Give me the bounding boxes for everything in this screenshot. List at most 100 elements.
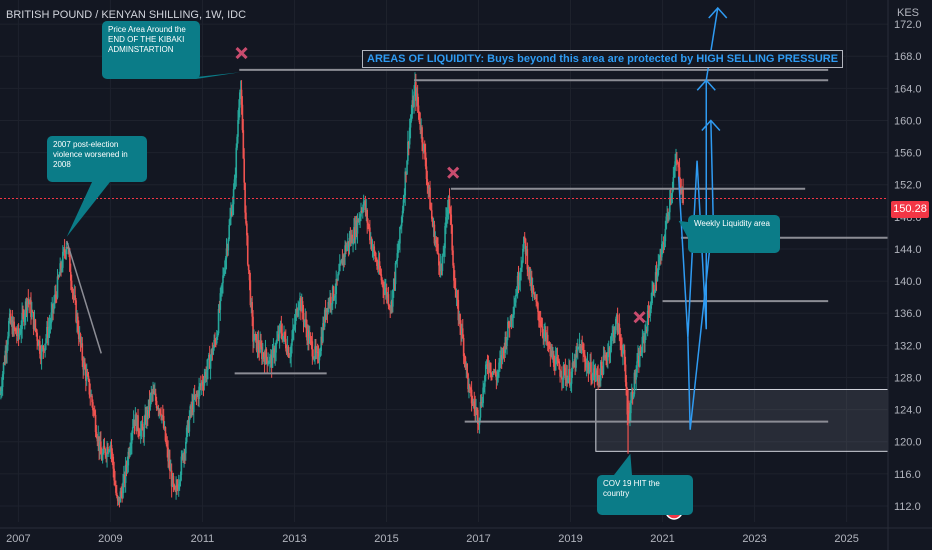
candle-body — [253, 340, 255, 342]
candle-body — [173, 484, 176, 488]
candle-body — [528, 267, 530, 272]
candle-body — [25, 301, 28, 311]
candle-body — [24, 301, 27, 315]
projection-down[interactable] — [687, 337, 691, 430]
y-tick-label: 112.0 — [894, 501, 921, 513]
candle-body — [300, 301, 303, 312]
y-tick-label: 120.0 — [894, 437, 922, 449]
candle-body — [659, 254, 661, 261]
candle-body — [608, 347, 611, 354]
candle-body — [215, 340, 217, 344]
candle-body — [126, 465, 129, 468]
candle-body — [290, 345, 292, 357]
candle-body — [390, 301, 392, 308]
candle-body — [379, 271, 382, 275]
candle-body — [169, 470, 172, 472]
candle-body — [651, 291, 653, 304]
candle-body — [259, 342, 261, 353]
candle-body — [11, 320, 14, 335]
candle-body — [553, 366, 556, 371]
candle-body — [384, 287, 387, 290]
y-tick-label: 132.0 — [894, 340, 922, 352]
candle-body — [183, 451, 185, 462]
candle-body — [159, 409, 161, 414]
candle-body — [444, 226, 446, 249]
candle-body — [450, 214, 453, 226]
candle-body — [363, 200, 366, 202]
candle-body — [187, 420, 190, 432]
trend-line[interactable] — [65, 240, 102, 354]
candle-body — [18, 333, 21, 337]
symbol-title[interactable]: BRITISH POUND / KENYAN SHILLING, 1W, IDC — [6, 9, 246, 21]
candle-body — [91, 395, 93, 403]
candle-body — [445, 217, 447, 227]
candle-body — [336, 278, 338, 281]
candle-body — [625, 382, 628, 396]
candle-body — [530, 276, 533, 293]
candle-body — [373, 246, 376, 252]
candle-body — [87, 375, 90, 380]
candle-body — [673, 170, 676, 178]
candle-body — [313, 357, 315, 359]
candle-body — [387, 294, 390, 306]
candle-body — [193, 395, 196, 398]
candle-body — [370, 238, 373, 250]
y-tick-label: 168.0 — [894, 51, 922, 63]
candle-body — [645, 329, 647, 332]
candle-body — [414, 82, 416, 92]
candle-body — [588, 369, 591, 374]
candle-body — [485, 363, 488, 365]
candle-body — [92, 410, 95, 412]
candle-body — [121, 492, 123, 498]
candle-body — [672, 177, 675, 189]
candle-body — [418, 111, 421, 123]
candle-body — [12, 321, 15, 335]
liquidity-zone[interactable] — [595, 388, 889, 452]
candle-body — [15, 328, 17, 334]
candle-body — [500, 355, 503, 360]
candle-body — [44, 343, 46, 351]
candle-body — [512, 314, 514, 317]
currency-label[interactable]: KES — [897, 7, 920, 19]
candle-body — [294, 315, 297, 325]
candle-body — [348, 237, 351, 247]
candle-body — [662, 242, 665, 244]
candle-body — [230, 211, 232, 219]
candle-body — [488, 362, 491, 370]
candle-body — [607, 347, 610, 354]
candle-body — [225, 248, 228, 259]
candle-body — [344, 245, 346, 257]
candle-body — [133, 419, 136, 426]
candle-body — [155, 400, 158, 409]
candle-body — [484, 364, 487, 376]
candle-body — [190, 406, 192, 409]
candle-body — [663, 241, 666, 244]
candle-body — [402, 200, 405, 211]
candle-body — [462, 337, 465, 357]
candle-body — [192, 402, 194, 413]
candle-body — [2, 362, 5, 375]
candle-body — [151, 392, 153, 394]
candle-body — [106, 446, 108, 457]
candle-body — [423, 144, 425, 151]
candle-body — [469, 385, 471, 388]
candle-body — [123, 474, 125, 483]
candle-body — [550, 350, 553, 357]
candle-body — [498, 362, 500, 372]
candle-body — [392, 289, 394, 307]
candle-body — [8, 320, 10, 337]
candle-body — [154, 393, 157, 401]
candle-body — [448, 196, 451, 209]
candle-body — [377, 261, 380, 269]
candle-body — [332, 286, 335, 299]
candle-body — [646, 310, 649, 332]
candle-body — [574, 359, 576, 368]
candle-body — [145, 414, 147, 425]
candle-body — [615, 318, 617, 331]
candle-body — [170, 470, 173, 487]
candle-body — [269, 355, 272, 357]
candle-body — [435, 240, 438, 243]
candle-body — [248, 270, 251, 281]
